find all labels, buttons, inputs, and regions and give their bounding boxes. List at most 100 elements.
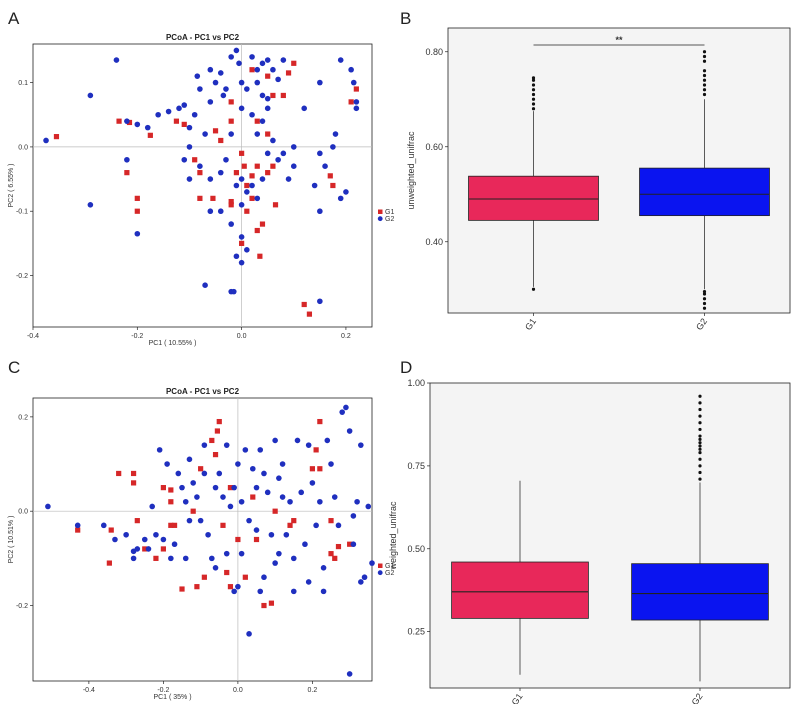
data-point-g2 (350, 513, 357, 519)
data-point-g2 (305, 442, 312, 448)
box-panel-b: B 0.80 0.60 0.40 unweighted_unifrac G1 G2 ** (400, 9, 791, 332)
x-tick-label: 0.0 (237, 333, 247, 340)
data-point-g1 (241, 163, 247, 169)
box-g2 (631, 394, 769, 682)
data-point-g2 (194, 494, 200, 500)
outlier-point (702, 50, 707, 54)
outlier-point (698, 394, 702, 398)
data-point-g1 (328, 551, 334, 557)
data-point-g2 (233, 47, 240, 54)
data-point-g1 (224, 569, 230, 576)
data-point-g2 (228, 221, 234, 227)
data-point-g1 (291, 518, 297, 524)
data-point-g1 (309, 466, 315, 472)
data-point-g2 (346, 671, 353, 677)
data-point-g2 (313, 522, 319, 529)
data-point-g2 (223, 156, 229, 163)
data-point-g1 (228, 118, 234, 124)
data-point-g1 (75, 527, 81, 533)
x-axis-label: PC1 ( 35% ) (153, 694, 191, 701)
data-point-g2 (337, 57, 344, 63)
data-point-g2 (261, 574, 267, 581)
outlier-point (531, 88, 536, 92)
data-point-g2 (231, 484, 237, 491)
chart-title: PCoA - PC1 vs PC2 (166, 387, 240, 396)
outlier-point (698, 441, 702, 445)
data-point-g2 (328, 461, 334, 467)
data-point-g2 (275, 76, 281, 83)
data-point-g1 (268, 600, 275, 606)
box-g2 (639, 50, 770, 310)
data-point-g2 (335, 522, 342, 529)
data-point-g2 (330, 144, 336, 150)
data-point-g2 (343, 189, 349, 195)
y-tick-label: 0.75 (407, 461, 425, 471)
data-point-g1 (218, 137, 224, 144)
y-tick-label: 0.50 (407, 544, 425, 554)
data-point-g2 (339, 409, 345, 415)
data-point-g1 (214, 428, 221, 434)
data-point-g2 (279, 461, 286, 467)
data-point-g2 (223, 86, 229, 92)
data-point-g2 (253, 527, 260, 533)
data-point-g2 (298, 489, 305, 496)
data-point-g1 (250, 494, 256, 500)
data-point-g2 (207, 66, 214, 73)
data-point-g1 (116, 470, 122, 477)
data-point-g1 (210, 195, 216, 201)
data-point-g2 (201, 442, 208, 448)
x-tick-label: G2 (694, 316, 709, 332)
outlier-point (698, 444, 702, 448)
data-point-g2 (238, 550, 245, 557)
data-point-g2 (202, 131, 208, 137)
outlier-point (702, 54, 707, 59)
y-tick-label: 0.80 (425, 47, 443, 57)
data-point-g2 (249, 54, 255, 60)
data-point-g1 (134, 208, 140, 214)
chart-title: PCoA - PC1 vs PC2 (166, 33, 240, 42)
data-point-g2 (309, 480, 316, 486)
data-point-g1 (259, 221, 266, 227)
data-point-g2 (190, 480, 196, 486)
series-g1 (75, 418, 353, 609)
panel-letter: A (8, 9, 20, 28)
data-point-g2 (358, 442, 364, 448)
outlier-point (702, 78, 707, 82)
data-point-g1 (301, 301, 307, 308)
data-point-g2 (317, 298, 323, 305)
data-point-g1 (198, 466, 204, 472)
outlier-point (531, 78, 536, 82)
y-tick-label: 0.25 (407, 627, 425, 637)
significance-label: ** (615, 35, 623, 45)
data-point-g2 (155, 111, 161, 118)
data-point-g2 (197, 163, 203, 170)
data-point-g2 (264, 489, 271, 496)
data-point-g2 (283, 531, 290, 538)
y-axis-label: weighted_unifrac (388, 501, 398, 571)
data-point-g2 (369, 560, 375, 566)
scatter-panel-c: C PCoA - PC1 vs PC2 -0.4 -0.2 0.0 0.2 0.2 0.0 -0… (8, 358, 394, 701)
data-point-g1 (306, 311, 313, 317)
outlier-point (698, 451, 702, 455)
data-point-g2 (361, 574, 368, 581)
x-tick-label: 0.2 (341, 333, 351, 340)
data-point-g1 (171, 522, 178, 528)
data-point-g1 (348, 99, 354, 105)
data-point-g1 (227, 485, 234, 491)
data-point-g2 (317, 208, 323, 215)
data-point-g1 (160, 546, 166, 552)
data-point-g2 (244, 189, 250, 195)
series-g2 (43, 47, 360, 305)
data-point-g2 (205, 531, 211, 538)
data-point-g1 (220, 522, 226, 528)
data-point-g1 (242, 574, 248, 580)
data-point-g1 (233, 170, 239, 176)
outlier-point (698, 457, 702, 461)
data-point-g1 (116, 118, 122, 124)
data-point-g2 (186, 456, 193, 463)
box-body (451, 561, 589, 619)
data-point-g1 (249, 67, 255, 73)
data-point-g2 (231, 588, 237, 595)
data-point-g2 (244, 86, 250, 92)
data-point-g2 (337, 195, 344, 202)
